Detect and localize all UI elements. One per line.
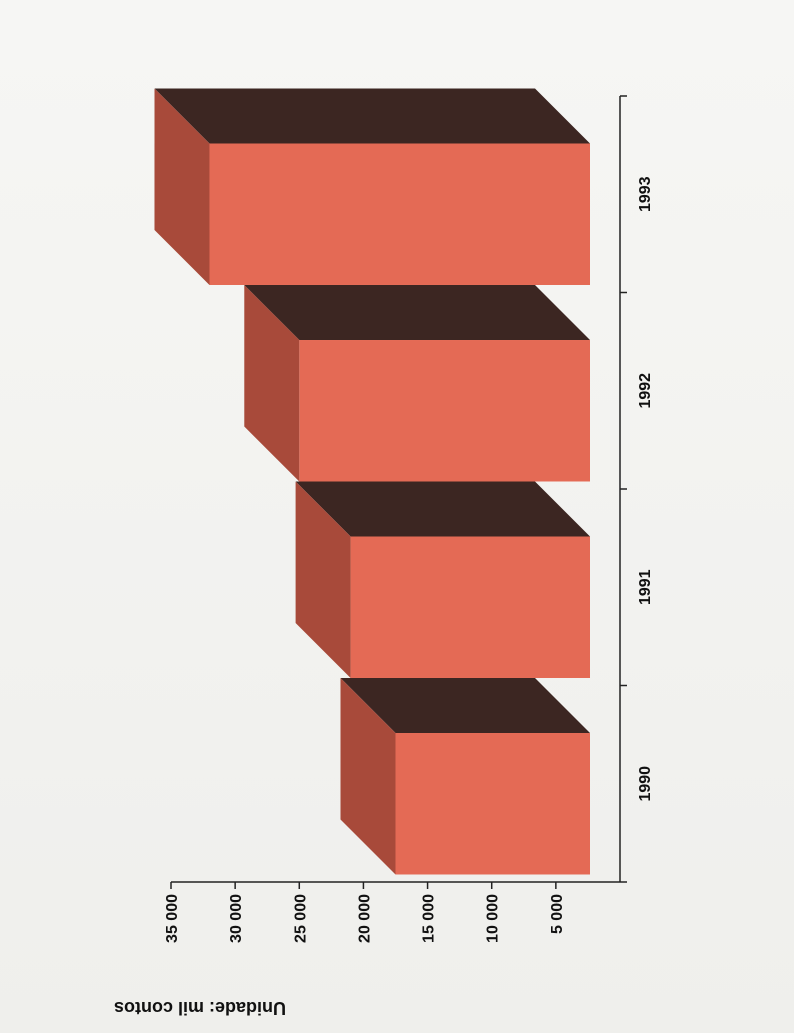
value-tick-label: 30 000	[228, 894, 245, 943]
bar-front-face	[299, 340, 590, 482]
bar-1990	[340, 678, 590, 875]
category-label: 1993	[637, 176, 654, 212]
value-tick-label: 20 000	[356, 894, 373, 943]
bar-1993	[154, 88, 590, 285]
value-tick-label: 15 000	[421, 894, 438, 943]
bar-side-face	[340, 678, 396, 875]
value-tick-label: 25 000	[292, 894, 309, 943]
bar-top-face	[244, 285, 591, 341]
bar-side-face	[154, 88, 210, 285]
value-tick-label: 35 000	[164, 894, 181, 943]
category-label: 1990	[637, 766, 654, 802]
bar-front-face	[350, 536, 590, 678]
bar-side-face	[295, 481, 351, 678]
value-axis-title: Unidade: mil contos	[114, 998, 286, 1018]
bar-side-face	[244, 285, 300, 482]
value-tick-label: 10 000	[485, 894, 502, 943]
plot-area: 5 000 10 000 15 000 20 000 25 000 30 000 35 00…	[114, 88, 654, 1018]
bar-1991	[295, 481, 590, 678]
bar-top-face	[340, 678, 590, 734]
category-label: 1991	[637, 569, 654, 605]
value-tick-label: 5 000	[549, 894, 566, 934]
bar-front-face	[395, 733, 590, 875]
bar-top-face	[295, 481, 590, 537]
category-label: 1992	[637, 373, 654, 409]
bar-front-face	[209, 143, 590, 285]
bar-top-face	[154, 88, 590, 144]
bar-1992	[244, 285, 591, 482]
